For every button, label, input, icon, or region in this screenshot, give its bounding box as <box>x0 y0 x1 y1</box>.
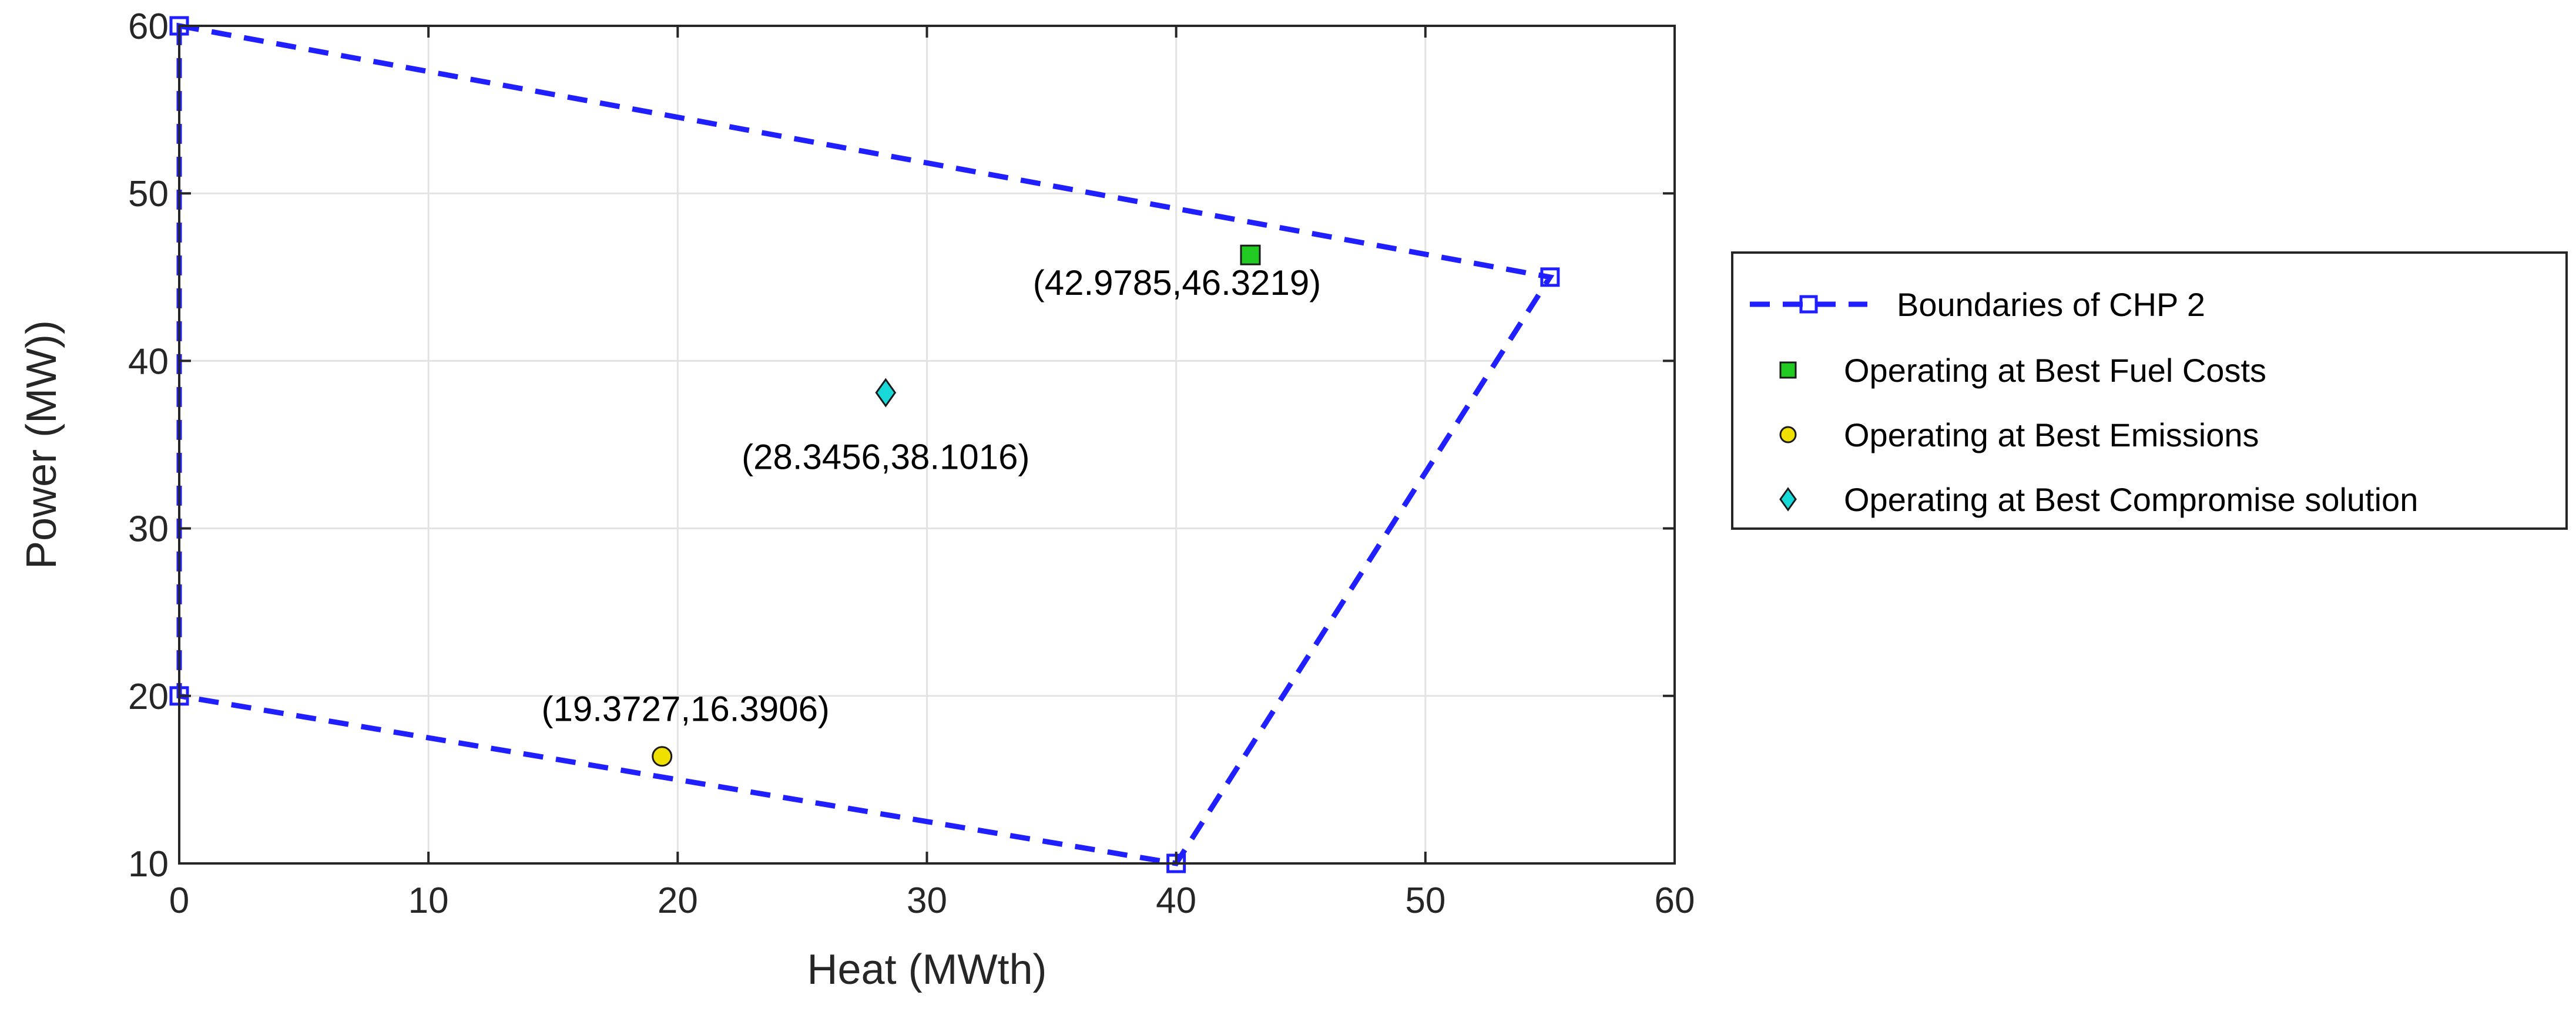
x-tick-label: 10 <box>408 880 449 921</box>
point-annotations: (42.9785,46.3219) (28.3456,38.1016) (19.37… <box>542 263 1321 729</box>
legend-label: Boundaries of CHP 2 <box>1897 286 2205 323</box>
y-tick-label: 30 <box>128 509 169 550</box>
data-point <box>1240 244 1261 265</box>
legend-marker <box>1779 487 1797 512</box>
legend-marker <box>1799 295 1818 314</box>
legend-label: Operating at Best Emissions <box>1844 416 2259 453</box>
point-annotation: (19.3727,16.3906) <box>542 690 830 729</box>
x-tick-label: 20 <box>658 880 698 921</box>
legend-label: Operating at Best Compromise solution <box>1844 481 2418 518</box>
boundary-vertex <box>1540 267 1560 287</box>
series-operating-at-best-compromise-solution <box>875 378 897 408</box>
legend-label: Operating at Best Fuel Costs <box>1844 352 2266 389</box>
data-point <box>875 378 897 408</box>
legend-marker <box>1779 361 1797 379</box>
series-operating-at-best-fuel-costs <box>1240 244 1261 265</box>
point-annotation: (42.9785,46.3219) <box>1033 263 1321 302</box>
legend-item: Operating at Best Emissions <box>1779 416 2259 453</box>
legend-marker <box>1779 426 1797 443</box>
y-axis-ticks: 10 20 30 40 50 60 <box>128 6 1675 885</box>
x-tick-label: 0 <box>169 880 189 921</box>
x-tick-label: 60 <box>1655 880 1695 921</box>
x-tick-label: 50 <box>1405 880 1445 921</box>
x-tick-label: 40 <box>1156 880 1196 921</box>
x-axis-ticks: 0 10 20 30 40 50 60 <box>169 26 1695 921</box>
y-tick-label: 60 <box>128 6 169 47</box>
legend-box <box>1731 251 2568 530</box>
y-tick-label: 50 <box>128 174 169 214</box>
y-tick-label: 40 <box>128 341 169 382</box>
series-operating-at-best-emissions <box>652 746 673 767</box>
legend-item: Operating at Best Fuel Costs <box>1779 352 2266 389</box>
data-point <box>652 746 673 767</box>
legend: Boundaries of CHP 2 Operating at Best Fue… <box>1731 251 2568 530</box>
x-tick-label: 30 <box>907 880 947 921</box>
y-tick-label: 20 <box>128 677 169 717</box>
legend-items: Boundaries of CHP 2 Operating at Best Fue… <box>1750 286 2418 518</box>
legend-item: Boundaries of CHP 2 <box>1750 286 2205 323</box>
point-annotation: (28.3456,38.1016) <box>742 438 1029 477</box>
x-axis-label: Heat (MWth) <box>807 946 1046 993</box>
y-tick-label: 10 <box>128 844 169 885</box>
legend-item: Operating at Best Compromise solution <box>1779 481 2418 518</box>
y-axis-label: Power (MW)) <box>18 320 65 569</box>
